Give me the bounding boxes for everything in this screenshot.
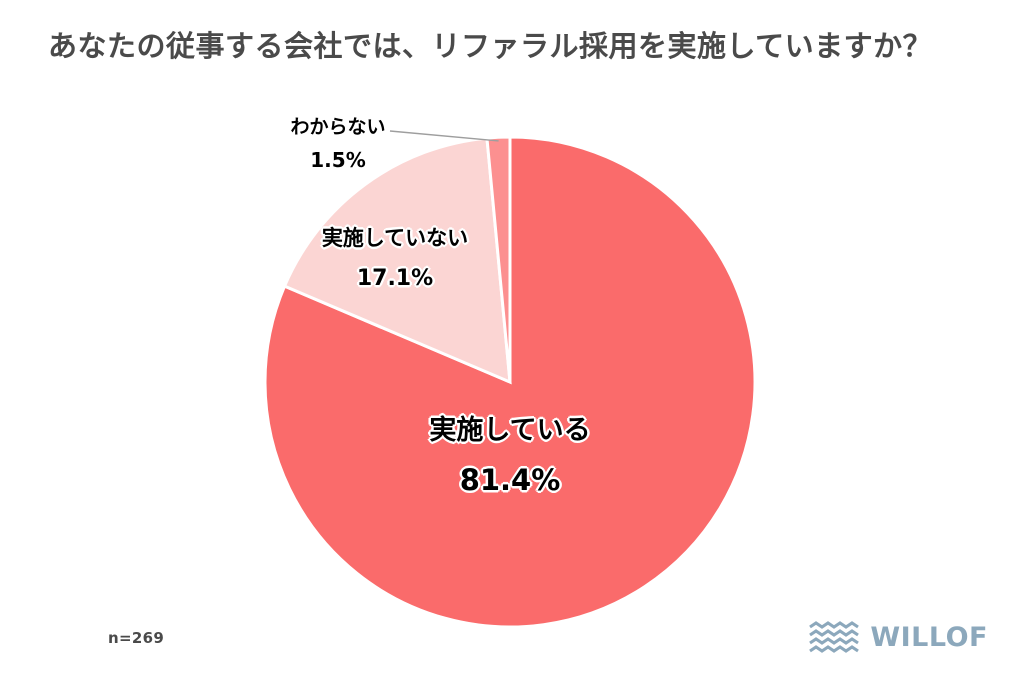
pie-label-name: わからない: [290, 116, 386, 138]
wave-icon: [809, 621, 860, 653]
pie-label-jisshi-shiteiru: 実施している 81.4%: [380, 408, 640, 497]
pie-slice-jisshi-shiteinai[interactable]: [282, 136, 512, 385]
pie-label-jisshi-shiteinai: 実施していない 17.1%: [300, 222, 490, 291]
pie-label-name: 実施していない: [321, 226, 469, 250]
brand-name: WILLOF: [870, 621, 988, 653]
page-title: あなたの従事する会社では、リファラル採用を実施していますか？: [48, 29, 933, 63]
pie-slice-wakaranai[interactable]: [485, 135, 512, 383]
pie-label-name: 実施している: [429, 415, 591, 446]
brand-logo: WILLOF: [808, 620, 988, 654]
pie-label-wakaranai: わからない 1.5%: [278, 112, 398, 172]
pie-label-value: 1.5%: [310, 148, 366, 172]
pie-label-value: 81.4%: [459, 463, 561, 497]
leader-line-wakaranai: [389, 130, 499, 142]
pie-label-value: 17.1%: [356, 266, 434, 291]
sample-size-note: n=269: [108, 629, 165, 647]
